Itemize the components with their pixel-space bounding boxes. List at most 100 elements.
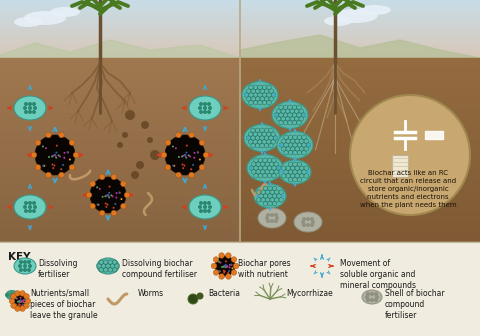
Circle shape	[21, 305, 23, 307]
Circle shape	[24, 209, 28, 213]
Circle shape	[33, 205, 37, 209]
Circle shape	[22, 299, 24, 301]
Circle shape	[5, 293, 9, 297]
Circle shape	[24, 110, 28, 114]
Ellipse shape	[189, 195, 221, 219]
Circle shape	[51, 163, 53, 165]
Ellipse shape	[333, 9, 377, 23]
Ellipse shape	[277, 131, 313, 159]
Circle shape	[147, 137, 153, 143]
Circle shape	[115, 197, 118, 199]
Circle shape	[122, 132, 128, 138]
Circle shape	[176, 172, 181, 178]
Circle shape	[219, 274, 225, 279]
Circle shape	[225, 264, 227, 266]
Circle shape	[10, 293, 14, 297]
Circle shape	[131, 171, 139, 179]
Circle shape	[182, 155, 184, 157]
Circle shape	[208, 205, 212, 209]
Circle shape	[196, 293, 204, 299]
Circle shape	[46, 172, 51, 178]
Circle shape	[73, 152, 79, 158]
Circle shape	[35, 140, 41, 145]
Circle shape	[31, 152, 37, 158]
Circle shape	[188, 154, 190, 156]
Circle shape	[302, 217, 306, 221]
Circle shape	[11, 294, 16, 299]
Circle shape	[181, 163, 183, 165]
Ellipse shape	[244, 125, 280, 152]
Circle shape	[227, 272, 229, 274]
Circle shape	[184, 154, 186, 156]
Circle shape	[59, 156, 61, 158]
Circle shape	[90, 177, 126, 213]
Circle shape	[203, 106, 207, 110]
Circle shape	[63, 157, 65, 159]
Circle shape	[99, 174, 105, 180]
Circle shape	[266, 213, 270, 217]
Circle shape	[59, 132, 64, 138]
Circle shape	[185, 152, 187, 154]
Ellipse shape	[24, 11, 66, 25]
Text: Worms: Worms	[138, 289, 164, 298]
Circle shape	[105, 203, 107, 205]
Circle shape	[106, 206, 108, 208]
Circle shape	[165, 165, 171, 170]
Circle shape	[19, 268, 23, 272]
Ellipse shape	[14, 195, 46, 219]
Circle shape	[120, 198, 122, 200]
Circle shape	[218, 261, 220, 263]
Circle shape	[211, 263, 217, 269]
Circle shape	[28, 264, 32, 268]
Circle shape	[28, 205, 32, 209]
Circle shape	[35, 135, 75, 175]
Circle shape	[23, 260, 27, 264]
Circle shape	[19, 260, 23, 264]
Circle shape	[197, 151, 199, 153]
Circle shape	[15, 306, 20, 311]
Circle shape	[192, 164, 194, 166]
Circle shape	[365, 295, 369, 299]
Ellipse shape	[6, 291, 18, 299]
Circle shape	[208, 106, 212, 110]
Circle shape	[18, 300, 20, 302]
Circle shape	[28, 209, 32, 213]
Circle shape	[28, 110, 32, 114]
Circle shape	[183, 165, 185, 167]
Circle shape	[203, 110, 207, 114]
Circle shape	[275, 216, 279, 220]
Ellipse shape	[14, 258, 36, 274]
Circle shape	[230, 264, 232, 266]
Circle shape	[51, 156, 53, 158]
Circle shape	[42, 165, 44, 167]
Circle shape	[99, 188, 101, 190]
Circle shape	[223, 270, 225, 272]
Circle shape	[54, 154, 56, 156]
Circle shape	[221, 266, 223, 268]
Circle shape	[193, 157, 195, 159]
Circle shape	[21, 300, 23, 302]
Circle shape	[124, 192, 130, 198]
Text: Dissolving
fertiliser: Dissolving fertiliser	[38, 259, 77, 279]
Circle shape	[175, 147, 177, 149]
Circle shape	[15, 297, 17, 299]
Circle shape	[99, 210, 105, 216]
Circle shape	[96, 204, 98, 206]
Circle shape	[24, 201, 28, 205]
Circle shape	[24, 302, 26, 304]
Circle shape	[19, 300, 21, 302]
Circle shape	[228, 266, 231, 268]
Circle shape	[182, 167, 184, 169]
Circle shape	[161, 152, 167, 158]
Circle shape	[141, 121, 149, 129]
Circle shape	[48, 156, 50, 158]
Circle shape	[198, 205, 202, 209]
Ellipse shape	[14, 96, 46, 120]
Circle shape	[22, 301, 24, 303]
Circle shape	[375, 295, 379, 299]
Circle shape	[90, 181, 96, 186]
Circle shape	[226, 253, 231, 258]
Circle shape	[274, 219, 278, 223]
Circle shape	[56, 144, 58, 146]
Circle shape	[69, 165, 75, 170]
